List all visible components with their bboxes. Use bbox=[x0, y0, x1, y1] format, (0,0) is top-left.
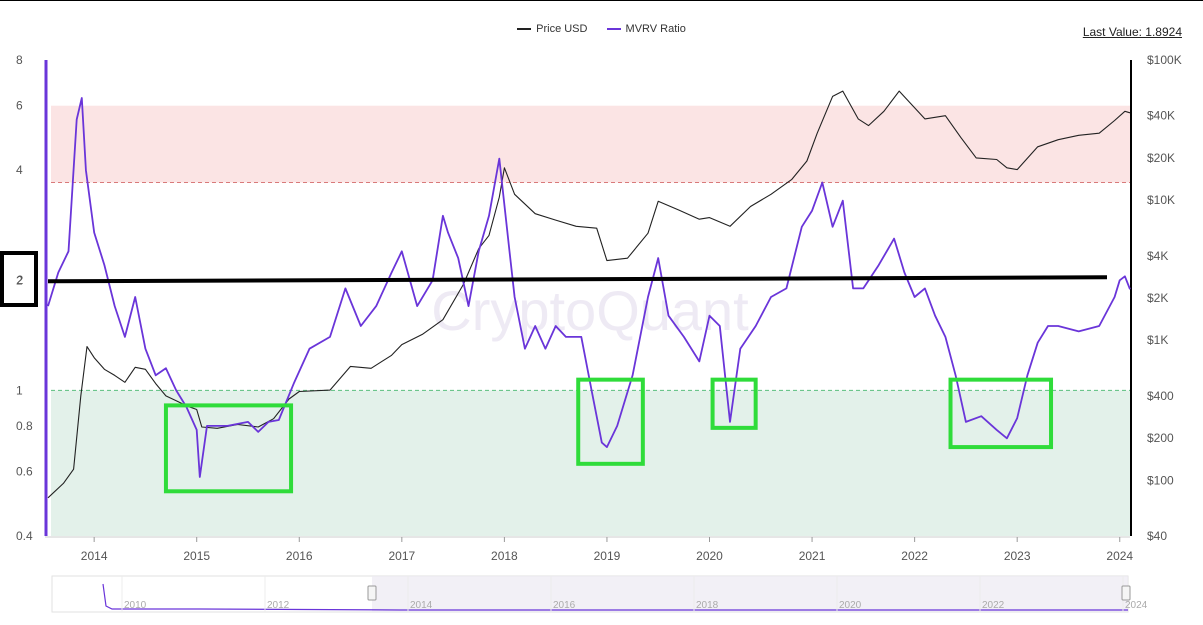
y-left-tick-label: 4 bbox=[16, 163, 23, 177]
navigator-year-label: 2018 bbox=[696, 600, 719, 611]
y-right-tick-label: $400 bbox=[1147, 389, 1174, 403]
navigator-left-handle bbox=[367, 585, 377, 601]
y-right-tick-label: $10K bbox=[1147, 193, 1175, 207]
x-tick-label: 2022 bbox=[901, 549, 928, 563]
navigator-year-label: 2022 bbox=[982, 600, 1005, 611]
x-tick-label: 2017 bbox=[388, 549, 415, 563]
legend-item-mvrv[interactable]: MVRV Ratio bbox=[606, 23, 686, 35]
highlight-box bbox=[948, 377, 1054, 450]
y-right-tick-label: $1K bbox=[1147, 333, 1168, 347]
mvrv-2-reference-line bbox=[47, 275, 1108, 284]
left-marker-label: 2 bbox=[17, 273, 24, 287]
y-left-tick-label: 0.8 bbox=[16, 419, 33, 433]
navigator-year-label: 2020 bbox=[839, 600, 862, 611]
legend-label-mvrv: MVRV Ratio bbox=[625, 23, 686, 35]
x-tick-label: 2020 bbox=[696, 549, 723, 563]
overvalued-zone bbox=[51, 105, 1130, 183]
y-left-tick-label: 6 bbox=[16, 99, 23, 113]
legend-item-price[interactable]: Price USD bbox=[517, 23, 587, 35]
highlight-box bbox=[710, 377, 758, 430]
y-right-tick-label: $40 bbox=[1147, 529, 1167, 543]
chart-series bbox=[47, 90, 1131, 499]
navigator-right-handle bbox=[1121, 585, 1131, 601]
last-value-link[interactable]: Last Value: 1.8924 bbox=[1082, 25, 1182, 39]
x-tick-label: 2019 bbox=[594, 549, 621, 563]
y-right-tick-label: $4K bbox=[1147, 249, 1168, 263]
mvrv-ratio-line bbox=[47, 97, 1131, 478]
x-tick-label: 2023 bbox=[1004, 549, 1031, 563]
navigator-year-label: 2012 bbox=[267, 600, 290, 611]
y-right-tick-label: $2K bbox=[1147, 291, 1168, 305]
chart-axes: 0.4 0.6 0.8 1 2 4 6 8 $40 $100 $200 $400 $1K $2K $4K $1… bbox=[16, 53, 1182, 563]
y-left-tick-label: 0.4 bbox=[16, 529, 33, 543]
left-marker-box bbox=[0, 251, 38, 307]
chart-annotations: 2 bbox=[0, 251, 1108, 494]
navigator-year-label: 2016 bbox=[553, 600, 576, 611]
highlight-box bbox=[576, 377, 645, 466]
price-usd-line bbox=[47, 90, 1131, 499]
legend-swatch-price bbox=[517, 28, 532, 31]
y-left-tick-label: 8 bbox=[16, 53, 23, 67]
highlight-box bbox=[163, 403, 294, 494]
chart-legend: Price USD MVRV Ratio bbox=[0, 23, 1203, 35]
y-left-tick-label: 2 bbox=[16, 273, 23, 287]
x-tick-label: 2014 bbox=[81, 549, 108, 563]
navigator-selection bbox=[372, 576, 1128, 612]
y-right-tick-label: $100K bbox=[1147, 53, 1182, 67]
y-left-tick-label: 0.6 bbox=[16, 465, 33, 479]
x-tick-label: 2016 bbox=[286, 549, 313, 563]
navigator-year-label: 2010 bbox=[124, 600, 147, 611]
top-border bbox=[0, 0, 1203, 1]
y-left-tick-label: 1 bbox=[16, 383, 23, 397]
legend-label-price: Price USD bbox=[536, 23, 588, 35]
navigator-series-line bbox=[102, 583, 1128, 611]
legend-swatch-mvrv bbox=[606, 28, 621, 31]
watermark: CryptoQuant bbox=[431, 279, 749, 342]
y-right-tick-label: $200 bbox=[1147, 431, 1174, 445]
y-right-tick-label: $40K bbox=[1147, 109, 1175, 123]
y-right-tick-label: $100 bbox=[1147, 473, 1174, 487]
range-navigator[interactable]: 2010 2012 2014 2016 2018 2020 2022 2024 bbox=[51, 575, 1148, 613]
y-right-tick-label: $20K bbox=[1147, 151, 1175, 165]
navigator-year-label: 2014 bbox=[410, 600, 433, 611]
x-tick-label: 2024 bbox=[1106, 549, 1133, 563]
navigator-year-label: 2024 bbox=[1125, 600, 1148, 611]
x-tick-label: 2021 bbox=[799, 549, 826, 563]
x-tick-label: 2015 bbox=[183, 549, 210, 563]
x-tick-label: 2018 bbox=[491, 549, 518, 563]
